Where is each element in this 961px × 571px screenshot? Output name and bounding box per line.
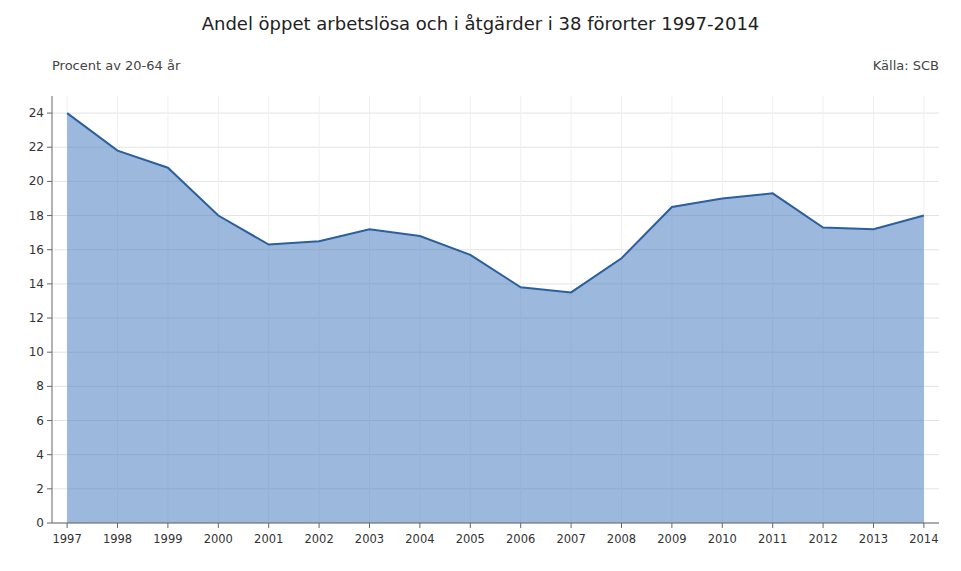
y-tick [47, 249, 52, 250]
y-tick [47, 215, 52, 216]
title: Andel öppet arbetslösa och i åtgärder i … [202, 13, 760, 34]
x-tick-label: 1997 [52, 532, 81, 546]
x-tick-label: 2009 [657, 532, 686, 546]
x-tick [419, 523, 420, 528]
y-tick [47, 318, 52, 319]
y-tick [47, 420, 52, 421]
x-tick-label: 2003 [355, 532, 384, 546]
x-tick [67, 523, 68, 528]
x-tick-label: 2002 [304, 532, 333, 546]
x-tick [923, 523, 924, 528]
area [67, 113, 924, 523]
x-axis-line [52, 523, 939, 524]
x-tick [117, 523, 118, 528]
x-tick [520, 523, 521, 528]
y-tick-label: 20 [29, 174, 44, 188]
x-tick-label: 2000 [204, 532, 233, 546]
x-tick-label: 2006 [506, 532, 535, 546]
x-tick [772, 523, 773, 528]
y-tick [47, 352, 52, 353]
y-grid-line [52, 113, 939, 114]
x-tick-label: 2013 [859, 532, 888, 546]
x-tick-label: 2008 [607, 532, 636, 546]
y-tick [47, 454, 52, 455]
x-tick [369, 523, 370, 528]
x-tick-label: 2005 [456, 532, 485, 546]
y-tick [47, 113, 52, 114]
x-tick [470, 523, 471, 528]
y-tick-label: 10 [29, 345, 44, 359]
y-tick-label: 0 [36, 516, 44, 530]
x-tick-label: 2011 [758, 532, 787, 546]
x-tick-label: 2012 [808, 532, 837, 546]
plot-area [67, 113, 924, 523]
grid [52, 96, 939, 523]
y-tick [47, 523, 52, 524]
y-tick [47, 488, 52, 489]
y-tick-label: 4 [36, 448, 44, 462]
y-tick-label: 12 [29, 311, 44, 325]
x-tick [722, 523, 723, 528]
y-grid-line [52, 523, 939, 524]
y-grid-line [52, 181, 939, 182]
x-tick-label: 1999 [153, 532, 182, 546]
area-line [67, 113, 924, 292]
source: Källa: SCB [873, 58, 939, 73]
x-tick [319, 523, 320, 528]
x-tick [873, 523, 874, 528]
y-tick-label: 18 [29, 209, 44, 223]
y-tick-label: 2 [36, 482, 44, 496]
y-tick-label: 22 [29, 140, 44, 154]
y-grid-line [52, 147, 939, 148]
y-tick [47, 386, 52, 387]
y-tick [47, 181, 52, 182]
x-tick-label: 1998 [103, 532, 132, 546]
x-tick [621, 523, 622, 528]
y-tick-label: 24 [29, 106, 44, 120]
x-tick-label: 2001 [254, 532, 283, 546]
chart: Andel öppet arbetslösa och i åtgärder i … [0, 0, 961, 571]
x-tick-label: 2004 [405, 532, 434, 546]
axes: 0246810121416182022241997199819992000200… [29, 96, 939, 546]
y-tick-label: 8 [36, 379, 44, 393]
y-tick-label: 16 [29, 243, 44, 257]
x-tick [218, 523, 219, 528]
y-tick-label: 14 [29, 277, 44, 291]
subtitle: Procent av 20-64 år [52, 58, 181, 73]
x-tick-label: 2014 [909, 532, 938, 546]
x-tick [167, 523, 168, 528]
y-tick [47, 147, 52, 148]
x-tick [268, 523, 269, 528]
y-axis-line [52, 96, 53, 523]
y-tick [47, 283, 52, 284]
x-tick [671, 523, 672, 528]
x-tick-label: 2007 [556, 532, 585, 546]
y-tick-label: 6 [36, 414, 44, 428]
x-tick [823, 523, 824, 528]
x-tick-label: 2010 [708, 532, 737, 546]
x-tick [571, 523, 572, 528]
